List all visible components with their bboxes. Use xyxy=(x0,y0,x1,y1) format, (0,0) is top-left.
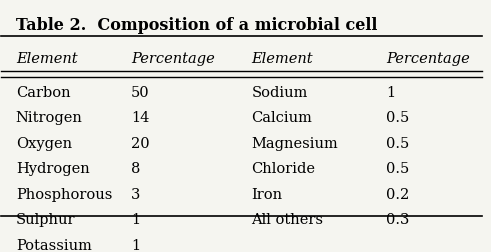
Text: Phosphorous: Phosphorous xyxy=(16,187,112,202)
Text: 14: 14 xyxy=(131,111,150,125)
Text: Sodium: Sodium xyxy=(251,86,308,100)
Text: Chloride: Chloride xyxy=(251,162,315,176)
Text: 20: 20 xyxy=(131,137,150,151)
Text: Potassium: Potassium xyxy=(16,239,92,252)
Text: 0.5: 0.5 xyxy=(386,111,409,125)
Text: 1: 1 xyxy=(131,239,140,252)
Text: Sulphur: Sulphur xyxy=(16,213,75,227)
Text: Percentage: Percentage xyxy=(131,52,215,66)
Text: All others: All others xyxy=(251,213,323,227)
Text: 1: 1 xyxy=(386,86,395,100)
Text: Element: Element xyxy=(16,52,78,66)
Text: Iron: Iron xyxy=(251,187,282,202)
Text: 3: 3 xyxy=(131,187,140,202)
Text: 1: 1 xyxy=(131,213,140,227)
Text: 0.2: 0.2 xyxy=(386,187,409,202)
Text: Calcium: Calcium xyxy=(251,111,312,125)
Text: Hydrogen: Hydrogen xyxy=(16,162,89,176)
Text: Nitrogen: Nitrogen xyxy=(16,111,82,125)
Text: Carbon: Carbon xyxy=(16,86,70,100)
Text: 8: 8 xyxy=(131,162,140,176)
Text: 50: 50 xyxy=(131,86,150,100)
Text: 0.3: 0.3 xyxy=(386,213,409,227)
Text: Table 2.  Composition of a microbial cell: Table 2. Composition of a microbial cell xyxy=(16,17,377,34)
Text: 0.5: 0.5 xyxy=(386,162,409,176)
Text: 0.5: 0.5 xyxy=(386,137,409,151)
Text: Percentage: Percentage xyxy=(386,52,469,66)
Text: Oxygen: Oxygen xyxy=(16,137,72,151)
Text: Magnesium: Magnesium xyxy=(251,137,338,151)
Text: Element: Element xyxy=(251,52,313,66)
